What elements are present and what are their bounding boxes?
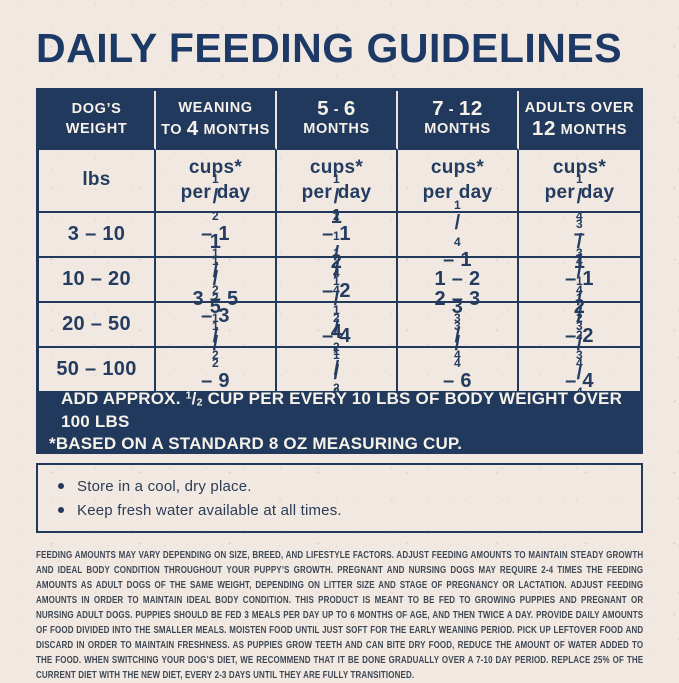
header-line: WEANING xyxy=(178,100,253,117)
page-title: DAILY FEEDING GUIDELINES xyxy=(36,25,623,71)
column-header-dogs-weight: DOG’S WEIGHT xyxy=(39,91,156,150)
list-item: Keep fresh water available at all times. xyxy=(58,498,621,522)
header-line: 5 - 6 xyxy=(317,97,356,121)
tip-text: Keep fresh water available at all times. xyxy=(77,501,342,519)
header-line: MONTHS xyxy=(424,121,491,138)
column-header-adults-over-12-months: ADULTS OVER 12 MONTHS xyxy=(519,91,640,150)
header-line: ADULTS OVER xyxy=(524,100,635,117)
table-cell-cups: 3 3/4 – 6 1/4 xyxy=(398,296,519,444)
header-line: TO 4 MONTHS xyxy=(161,116,270,140)
storage-tips-box: Store in a cool, dry place. Keep fresh w… xyxy=(36,463,643,533)
units-cups-per-day: cups* per day xyxy=(519,150,640,213)
header-line: 12 MONTHS xyxy=(531,116,628,140)
footnote-line: *BASED ON A STANDARD 8 OZ MEASURING CUP. xyxy=(49,434,463,454)
table-footnote: ADD APPROX. 1/2 CUP PER EVERY 10 LBS OF … xyxy=(39,389,640,453)
header-line: DOG’S xyxy=(71,101,122,118)
header-line: 7 - 12 xyxy=(432,97,483,121)
feeding-table: DOG’S WEIGHT WEANING TO 4 MONTHS 5 - 6 M… xyxy=(36,88,643,454)
table-row-weight: 3 – 10 xyxy=(39,213,156,258)
tip-text: Store in a cool, dry place. xyxy=(77,477,252,495)
table-cell-cups: 2 3/4 – 4 3/4 xyxy=(519,296,640,444)
units-weight-lbs: lbs xyxy=(39,150,156,213)
column-header-weaning-to-4-months: WEANING TO 4 MONTHS xyxy=(156,91,277,150)
units-cups-per-day: cups* per day xyxy=(398,150,519,213)
table-row-weight: 20 – 50 xyxy=(39,303,156,348)
column-header-7-12-months: 7 - 12 MONTHS xyxy=(398,91,519,150)
fine-print-text: FEEDING AMOUNTS MAY VARY DEPENDING ON SI… xyxy=(36,550,644,681)
bullet-icon xyxy=(58,507,64,513)
header-line: WEIGHT xyxy=(65,120,128,137)
table-cell-cups: 1 – 2 xyxy=(398,258,519,303)
table-row-weight: 10 – 20 xyxy=(39,258,156,303)
table-cell-cups: 4 1/2 – 8 xyxy=(277,321,398,417)
bullet-icon xyxy=(58,483,64,489)
fine-print-section: FEEDING AMOUNTS MAY VARY DEPENDING ON SI… xyxy=(36,548,643,683)
footnote-line: ADD APPROX. 1/2 CUP PER EVERY 10 LBS OF … xyxy=(61,389,623,431)
units-cups-per-day: cups* per day xyxy=(277,150,398,213)
table-cell-cups: 1/4 – 1 xyxy=(398,198,519,271)
column-header-5-6-months: 5 - 6 MONTHS xyxy=(277,91,398,150)
units-cups-per-day: cups* per day xyxy=(156,150,277,213)
list-item: Store in a cool, dry place. xyxy=(58,474,621,498)
header-line: MONTHS xyxy=(303,121,370,138)
table-cell-cups: 5 1/2 – 9 1/2 xyxy=(156,296,277,444)
table-row-weight: 50 – 100 xyxy=(39,348,156,393)
